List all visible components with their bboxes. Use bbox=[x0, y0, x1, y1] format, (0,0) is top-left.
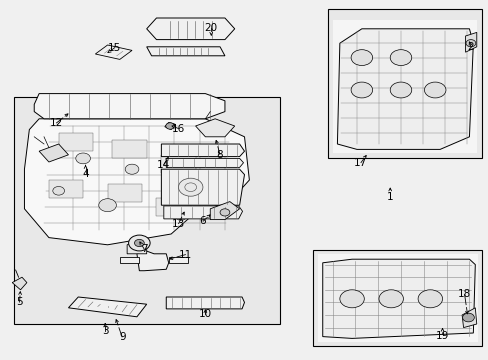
Polygon shape bbox=[322, 259, 474, 338]
Text: 4: 4 bbox=[82, 168, 89, 179]
Circle shape bbox=[465, 40, 475, 47]
Polygon shape bbox=[166, 297, 244, 309]
Polygon shape bbox=[461, 308, 476, 328]
Circle shape bbox=[350, 82, 372, 98]
Text: 2: 2 bbox=[467, 42, 473, 52]
Text: 5: 5 bbox=[16, 297, 23, 307]
Text: 15: 15 bbox=[108, 42, 122, 53]
Circle shape bbox=[125, 164, 139, 174]
Polygon shape bbox=[146, 47, 224, 56]
Circle shape bbox=[128, 235, 150, 251]
Polygon shape bbox=[127, 241, 146, 254]
Circle shape bbox=[165, 123, 174, 129]
Bar bbox=[14, 97, 280, 324]
Polygon shape bbox=[24, 119, 249, 245]
Polygon shape bbox=[317, 254, 477, 342]
Polygon shape bbox=[195, 119, 234, 137]
Circle shape bbox=[53, 186, 64, 195]
Text: 3: 3 bbox=[102, 326, 108, 336]
Text: 18: 18 bbox=[457, 289, 470, 299]
Polygon shape bbox=[337, 29, 472, 149]
Circle shape bbox=[350, 50, 372, 66]
Polygon shape bbox=[161, 169, 244, 205]
Circle shape bbox=[164, 183, 177, 192]
Text: 13: 13 bbox=[171, 219, 185, 229]
Circle shape bbox=[424, 82, 445, 98]
Text: 9: 9 bbox=[119, 332, 125, 342]
Circle shape bbox=[178, 178, 203, 196]
Polygon shape bbox=[156, 198, 190, 216]
Circle shape bbox=[134, 239, 144, 247]
Polygon shape bbox=[161, 155, 195, 173]
Text: 17: 17 bbox=[353, 158, 367, 168]
Text: 14: 14 bbox=[157, 159, 170, 170]
Text: 10: 10 bbox=[199, 309, 211, 319]
Circle shape bbox=[389, 50, 411, 66]
Polygon shape bbox=[168, 257, 188, 263]
Text: 11: 11 bbox=[179, 249, 192, 260]
Text: 1: 1 bbox=[386, 192, 393, 202]
Polygon shape bbox=[59, 133, 93, 151]
Polygon shape bbox=[164, 122, 175, 130]
Circle shape bbox=[175, 212, 186, 220]
Circle shape bbox=[339, 290, 364, 308]
Bar bbox=[151, 48, 215, 55]
Polygon shape bbox=[107, 184, 142, 202]
Polygon shape bbox=[49, 180, 83, 198]
Circle shape bbox=[99, 199, 116, 212]
Text: 12: 12 bbox=[49, 118, 63, 128]
Text: 20: 20 bbox=[204, 23, 217, 33]
Polygon shape bbox=[39, 144, 68, 162]
Text: 7: 7 bbox=[141, 244, 147, 254]
Polygon shape bbox=[210, 202, 239, 220]
Polygon shape bbox=[68, 297, 146, 317]
Polygon shape bbox=[120, 257, 139, 263]
Polygon shape bbox=[146, 18, 234, 40]
Polygon shape bbox=[112, 140, 146, 158]
Bar bbox=[161, 21, 220, 38]
Polygon shape bbox=[161, 144, 244, 157]
Polygon shape bbox=[12, 277, 27, 290]
Circle shape bbox=[76, 153, 90, 164]
Bar bbox=[327, 9, 481, 158]
Text: 8: 8 bbox=[216, 150, 223, 160]
Text: 16: 16 bbox=[171, 123, 185, 134]
Bar bbox=[312, 250, 481, 346]
Circle shape bbox=[389, 82, 411, 98]
Polygon shape bbox=[137, 250, 168, 271]
Polygon shape bbox=[332, 20, 476, 153]
Polygon shape bbox=[465, 32, 476, 52]
Circle shape bbox=[462, 313, 473, 322]
Polygon shape bbox=[95, 45, 132, 59]
Text: 19: 19 bbox=[435, 330, 448, 341]
Circle shape bbox=[220, 209, 229, 216]
Polygon shape bbox=[163, 206, 242, 219]
Text: 6: 6 bbox=[199, 216, 206, 226]
Polygon shape bbox=[34, 94, 224, 119]
Circle shape bbox=[417, 290, 442, 308]
Polygon shape bbox=[166, 158, 243, 167]
Circle shape bbox=[378, 290, 403, 308]
